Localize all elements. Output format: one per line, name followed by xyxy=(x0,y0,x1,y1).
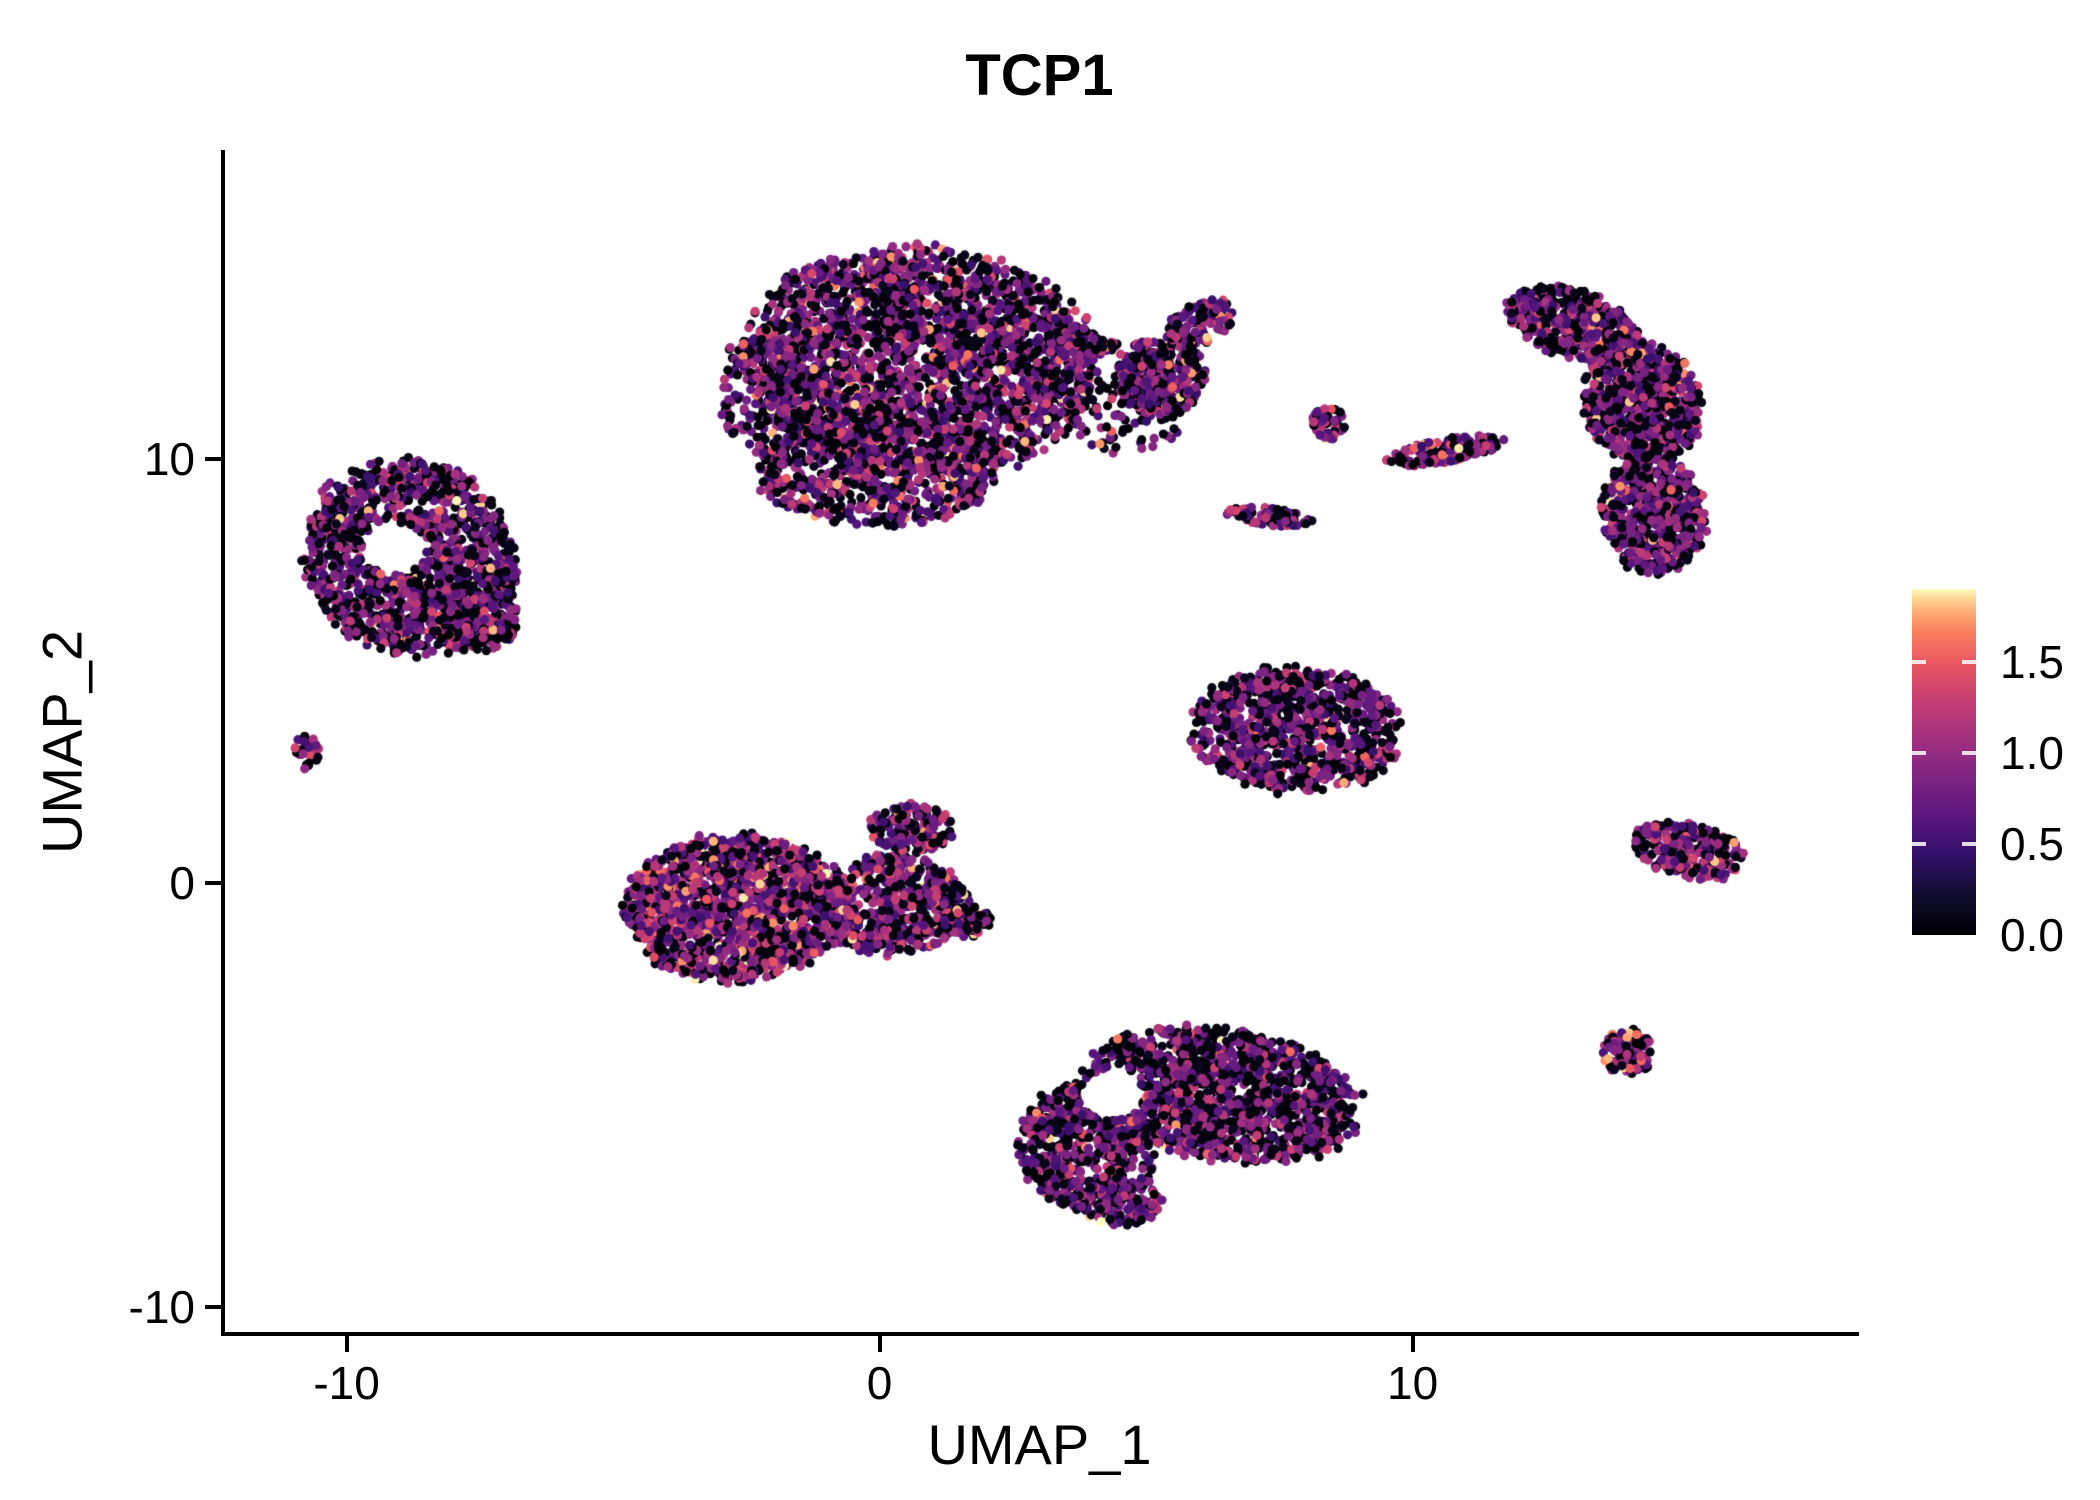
x-axis-line xyxy=(221,1332,1859,1336)
colorbar-tick-mark xyxy=(1912,750,1926,755)
colorbar-tick-mark xyxy=(1962,659,1976,664)
x-tick-label: 0 xyxy=(866,1357,893,1409)
y-tick-mark xyxy=(205,880,221,885)
x-tick-label: 10 xyxy=(1387,1357,1439,1409)
y-tick-label: 0 xyxy=(169,856,195,909)
colorbar-tick-label: 1.5 xyxy=(2000,635,2064,688)
colorbar-tick-label: 1.0 xyxy=(2000,726,2064,779)
colorbar-tick-mark xyxy=(1962,841,1976,846)
y-tick-label: -10 xyxy=(128,1280,195,1333)
y-tick-label: 10 xyxy=(143,433,195,486)
x-tick-mark xyxy=(1410,1336,1415,1352)
x-axis-title: UMAP_1 xyxy=(927,1413,1152,1476)
y-tick-mark xyxy=(205,1304,221,1309)
colorbar-tick-mark xyxy=(1962,750,1976,755)
chart-title: TCP1 xyxy=(965,43,1114,108)
x-tick-mark xyxy=(344,1336,349,1352)
x-tick-label: -10 xyxy=(313,1357,380,1409)
y-axis-line xyxy=(221,150,225,1336)
colorbar-tick-mark xyxy=(1912,841,1926,846)
colorbar-tick-label: 0.0 xyxy=(2000,909,2064,961)
x-tick-mark xyxy=(877,1336,882,1352)
colorbar-tick-label: 0.5 xyxy=(2000,817,2064,870)
y-tick-mark xyxy=(205,457,221,462)
y-axis-title: UMAP_2 xyxy=(30,629,94,855)
colorbar-gradient xyxy=(1912,589,1976,935)
colorbar-tick-mark xyxy=(1912,659,1926,664)
